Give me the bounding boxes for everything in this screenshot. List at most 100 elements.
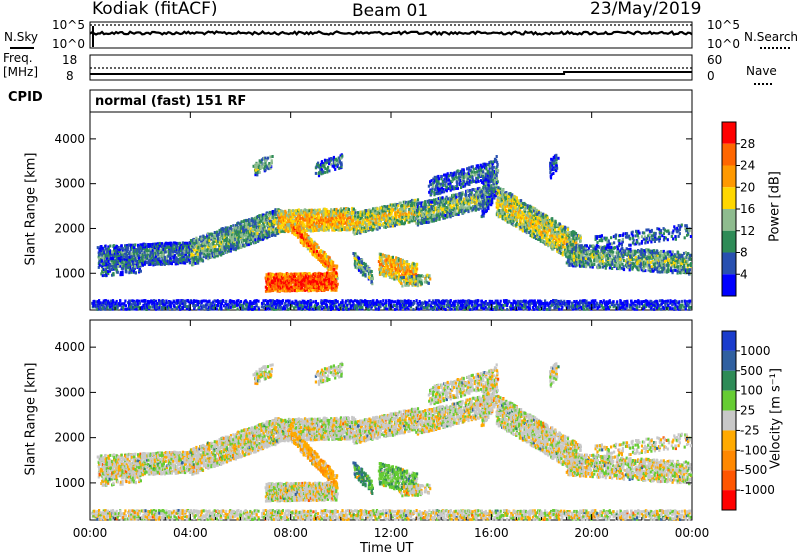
- power-cell: [508, 300, 510, 303]
- power-cell: [353, 208, 355, 211]
- power-cell: [172, 250, 174, 253]
- power-cell: [123, 302, 125, 305]
- power-cell: [379, 223, 381, 226]
- power-cell: [646, 300, 648, 303]
- power-cell: [148, 262, 150, 265]
- power-cell: [321, 308, 323, 311]
- power-cell: [97, 246, 99, 249]
- power-cell: [159, 306, 161, 309]
- power-cell: [454, 210, 456, 213]
- power-cell: [165, 250, 167, 253]
- power-cell: [285, 300, 287, 303]
- power-cell: [444, 214, 446, 217]
- power-cell: [576, 300, 578, 303]
- power-cell: [372, 222, 374, 225]
- power-cell: [257, 229, 259, 232]
- power-cell: [106, 306, 108, 309]
- power-cell: [592, 299, 594, 302]
- power-cell: [193, 239, 195, 242]
- power-cell: [568, 302, 570, 305]
- power-cell: [404, 221, 406, 224]
- power-cell: [453, 304, 455, 307]
- power-cell: [343, 304, 345, 307]
- power-cell: [249, 223, 251, 226]
- power-cell: [482, 307, 484, 310]
- power-cell: [222, 300, 224, 303]
- power-cell: [638, 305, 640, 308]
- power-cell: [136, 308, 138, 311]
- power-cell: [382, 299, 384, 302]
- power-cell: [487, 207, 489, 210]
- power-cell: [478, 208, 480, 211]
- power-cell: [561, 306, 563, 309]
- power-cell: [555, 299, 557, 302]
- power-cell: [124, 300, 126, 303]
- power-cell: [159, 242, 161, 245]
- power-cell: [119, 300, 121, 303]
- power-cell: [539, 308, 541, 311]
- power-cell: [291, 301, 293, 304]
- power-cell: [470, 300, 472, 303]
- power-cell: [405, 213, 407, 216]
- power-cell: [130, 306, 132, 309]
- noise-trace: [90, 25, 692, 47]
- power-cell: [214, 231, 216, 234]
- power-cell: [634, 308, 636, 311]
- power-cell: [568, 306, 570, 309]
- power-cell: [93, 300, 95, 303]
- power-cell: [351, 212, 353, 215]
- power-cell: [173, 248, 175, 251]
- power-cell: [204, 236, 206, 239]
- power-cell: [382, 302, 384, 305]
- power-cell: [263, 225, 265, 228]
- power-cell: [177, 258, 179, 261]
- power-cell: [298, 208, 300, 211]
- power-cell: [430, 304, 432, 307]
- power-cell: [108, 248, 110, 251]
- power-cell: [328, 213, 330, 216]
- power-cell: [201, 259, 203, 262]
- power-cell: [234, 305, 236, 308]
- power-cell: [281, 302, 283, 305]
- power-cell: [445, 308, 447, 311]
- power-cell: [467, 200, 469, 203]
- power-cell: [254, 307, 256, 310]
- power-cell: [154, 249, 156, 252]
- power-cell: [129, 300, 131, 303]
- power-cell: [328, 210, 330, 213]
- power-cell: [122, 306, 124, 309]
- power-cell: [159, 254, 161, 257]
- power-cell: [272, 210, 274, 213]
- power-cell: [207, 303, 209, 306]
- power-cell: [287, 304, 289, 307]
- power-cell: [158, 257, 160, 260]
- power-cell: [603, 299, 605, 302]
- power-cell: [626, 304, 628, 307]
- power-cell: [268, 228, 270, 231]
- power-cell: [609, 305, 611, 308]
- power-cell: [453, 204, 455, 207]
- power-cell: [184, 300, 186, 303]
- power-cell: [529, 307, 531, 310]
- power-cell: [506, 308, 508, 311]
- power-cell: [612, 300, 614, 303]
- power-cell: [139, 302, 141, 305]
- power-cell: [605, 308, 607, 311]
- power-cell: [468, 202, 470, 205]
- power-cell: [355, 218, 357, 221]
- power-cell: [444, 204, 446, 207]
- power-cell: [186, 242, 188, 245]
- power-cell: [626, 300, 628, 303]
- power-cell: [337, 300, 339, 303]
- power-cell: [255, 241, 257, 244]
- power-cell: [456, 308, 458, 311]
- power-cell: [151, 300, 153, 303]
- power-cell: [272, 225, 274, 228]
- power-cell: [222, 252, 224, 255]
- power-cell: [658, 307, 660, 310]
- power-cell: [312, 300, 314, 303]
- freq-trace: [90, 68, 692, 74]
- power-cell: [407, 299, 409, 302]
- power-cell: [404, 308, 406, 311]
- power-cell: [467, 210, 469, 213]
